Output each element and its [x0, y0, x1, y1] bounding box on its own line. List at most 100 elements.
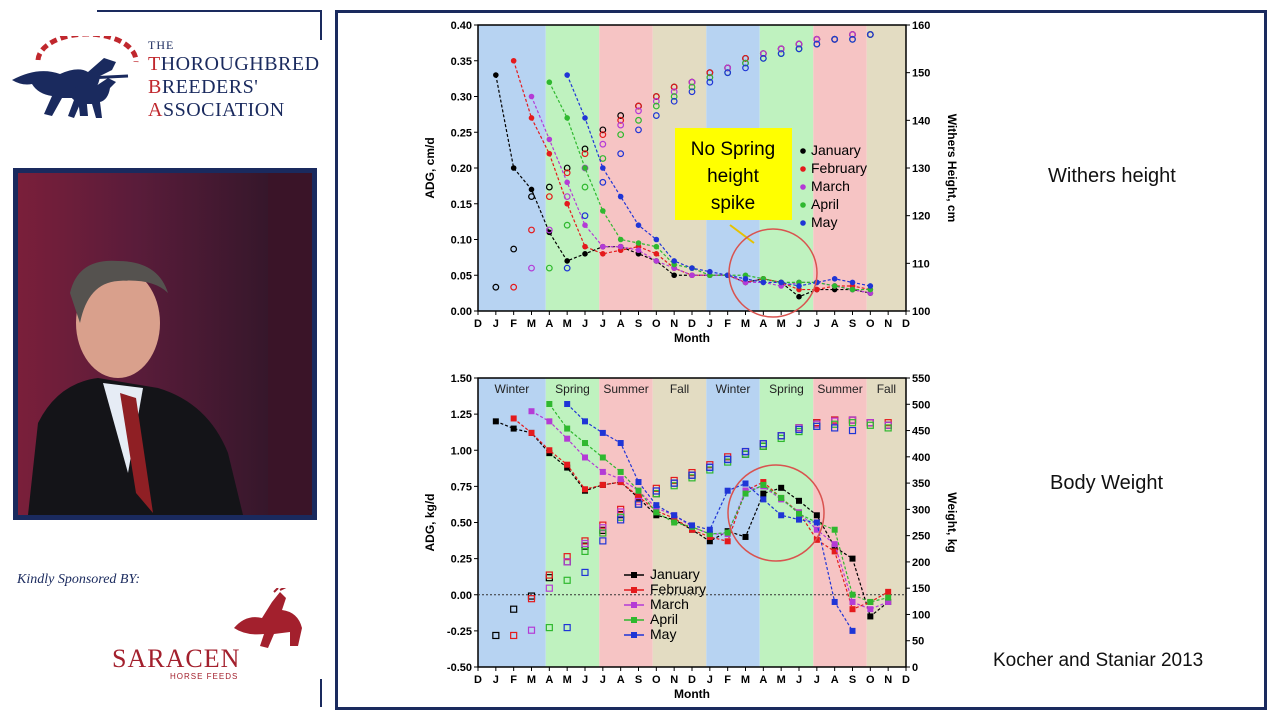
adg-line — [531, 410, 889, 610]
adg-marker — [582, 115, 588, 121]
x-tick-label: J — [493, 674, 499, 686]
season-label: Summer — [603, 382, 648, 396]
adg-marker — [706, 538, 713, 545]
adg-marker — [849, 627, 856, 634]
adg-marker — [849, 598, 856, 605]
horse-logo-icon — [12, 36, 139, 118]
x-tick-label: D — [474, 318, 482, 330]
secondary-marker — [706, 463, 714, 471]
x-tick-label: A — [759, 674, 767, 686]
x-tick-label: A — [831, 674, 839, 686]
y2-tick-label: 150 — [912, 583, 930, 595]
season-band — [545, 378, 600, 667]
adg-marker — [813, 526, 820, 533]
y2-tick-label: 160 — [912, 20, 930, 32]
speaker-video — [13, 168, 317, 520]
y2-tick-label: 100 — [912, 306, 930, 318]
secondary-marker — [759, 50, 767, 57]
secondary-marker — [563, 576, 571, 584]
secondary-marker — [741, 447, 750, 456]
adg-marker — [689, 265, 695, 271]
secondary-marker — [724, 64, 732, 72]
annotation-arrow — [729, 224, 755, 244]
secondary-marker — [724, 455, 732, 464]
adg-marker — [689, 272, 695, 279]
secondary-marker — [581, 145, 589, 153]
x-tick-label: J — [582, 674, 588, 686]
secondary-marker — [599, 140, 607, 148]
secondary-marker — [706, 74, 714, 81]
y-tick-label: 0.50 — [451, 518, 472, 530]
legend-marker — [631, 617, 637, 623]
secondary-marker — [563, 164, 571, 172]
secondary-marker — [599, 178, 607, 186]
x-tick-label: A — [545, 318, 553, 330]
adg-marker — [564, 72, 570, 78]
secondary-marker — [652, 102, 660, 110]
adg-marker — [885, 594, 892, 601]
adg-marker — [617, 468, 624, 475]
speaker-silhouette — [28, 260, 243, 515]
y2-tick-label: 400 — [912, 452, 930, 464]
adg-marker — [742, 533, 749, 540]
y-tick-label: 0.35 — [451, 56, 472, 68]
adg-marker — [617, 236, 624, 243]
y-tick-label: 1.25 — [451, 409, 472, 421]
season-band — [599, 25, 653, 311]
secondary-marker — [545, 264, 553, 272]
legend-label: February — [650, 581, 706, 597]
secondary-marker — [617, 150, 625, 158]
secondary-marker — [563, 221, 571, 229]
adg-marker — [617, 193, 624, 200]
secondary-marker — [617, 131, 625, 139]
adg-marker — [546, 136, 553, 143]
adg-marker — [849, 279, 856, 286]
adg-marker — [778, 512, 785, 519]
secondary-marker — [545, 183, 553, 191]
adg-marker — [564, 179, 570, 186]
secondary-marker — [635, 107, 642, 115]
adg-marker — [492, 418, 499, 425]
secondary-marker — [563, 623, 571, 632]
adg-marker — [760, 481, 767, 488]
secondary-marker — [813, 35, 821, 43]
secondary-marker — [527, 595, 536, 603]
y-tick-label: 0.30 — [451, 92, 472, 104]
y-axis-label: ADG, kg/d — [423, 493, 437, 551]
adg-marker — [546, 447, 553, 454]
x-tick-label: M — [741, 674, 750, 686]
y-tick-label: 0.15 — [451, 199, 472, 211]
secondary-marker — [813, 40, 821, 48]
x-tick-label: M — [563, 318, 572, 330]
legend-label: January — [650, 566, 700, 582]
season-label: Spring — [769, 382, 804, 396]
adg-marker — [635, 247, 642, 254]
adg-marker — [813, 536, 820, 543]
y2-tick-label: 110 — [912, 258, 930, 270]
adg-marker — [653, 251, 660, 257]
secondary-marker — [848, 419, 857, 427]
adg-marker — [582, 165, 588, 171]
x-tick-label: N — [670, 318, 678, 330]
legend-marker — [800, 202, 806, 208]
y2-tick-label: 550 — [912, 373, 930, 385]
y-tick-label: 0.40 — [451, 20, 472, 32]
x-tick-label: A — [545, 674, 553, 686]
legend-label: March — [811, 178, 850, 194]
legend-label: April — [811, 196, 839, 212]
secondary-marker — [724, 69, 732, 77]
secondary-marker — [563, 558, 571, 566]
adg-marker — [564, 425, 571, 432]
x-tick-label: S — [635, 674, 642, 686]
adg-line — [513, 417, 889, 611]
x-tick-label: O — [866, 674, 875, 686]
x-tick-label: N — [884, 674, 892, 686]
legend-marker — [800, 148, 806, 154]
x-tick-label: N — [670, 674, 678, 686]
secondary-marker — [688, 78, 696, 86]
x-tick-label: O — [652, 318, 661, 330]
y-tick-label: 1.00 — [451, 445, 472, 457]
adg-marker — [653, 243, 660, 250]
sponsor-name: SARACEN — [112, 644, 241, 673]
secondary-marker — [813, 422, 821, 430]
